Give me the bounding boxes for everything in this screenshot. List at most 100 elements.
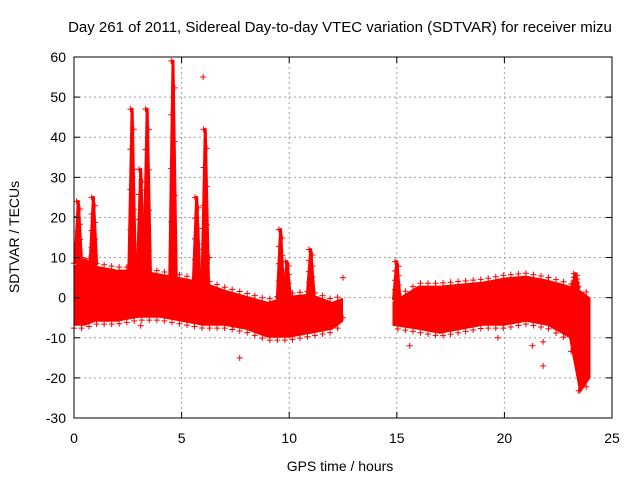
data-point [574,272,581,279]
data-point [168,273,175,280]
data-point [312,332,319,339]
x-tick-label: 0 [70,430,78,446]
data-point [309,285,316,292]
data-point [392,296,399,303]
data-point [130,166,137,173]
data-point [485,275,492,282]
data-point [570,270,577,277]
data-point [583,383,590,390]
data-point [392,277,399,284]
y-tick-label: 20 [50,209,66,225]
data-point [285,271,292,278]
data-point [462,328,469,335]
data-point [236,327,243,334]
data-point [500,272,507,279]
data-point [77,236,84,243]
data-point [195,267,202,274]
data-point [127,146,134,153]
data-point [275,243,282,250]
data-point [537,273,544,280]
data-point [455,329,462,336]
data-point [244,290,251,297]
data-point [214,281,221,288]
data-point [116,264,123,271]
data-point [123,319,130,326]
data-point [540,338,547,345]
x-tick-label: 5 [178,430,186,446]
data-point [530,322,537,329]
data-point [236,354,243,361]
data-point [206,254,213,261]
data-point [88,260,95,267]
data-point [86,323,93,330]
data-point [108,321,115,328]
y-tick-label: -20 [46,370,66,386]
data-point [200,74,207,81]
data-point [340,314,346,321]
data-point [395,272,402,279]
data-point [88,244,95,251]
data-point [575,387,582,394]
chart-title: Day 261 of 2011, Sidereal Day-to-day VTE… [68,19,612,36]
data-point [142,106,149,113]
x-axis-label: GPS time / hours [287,458,394,474]
data-point [135,166,142,173]
data-point [73,228,80,235]
data-point [203,221,210,228]
data-point [327,329,334,336]
x-tick-label: 10 [281,430,297,446]
data-point [73,213,80,220]
data-point [73,244,80,251]
data-point [236,288,243,295]
data-point [171,246,178,253]
data-point [477,276,484,283]
data-band-segment [392,275,591,394]
data-point [417,280,424,287]
data-point [203,183,210,190]
data-point [447,279,454,286]
plot-frame [73,56,613,419]
data-point [296,335,303,342]
y-tick-label: 60 [50,49,66,65]
data-point [275,260,282,267]
data-point [545,274,552,281]
data-point [200,202,207,209]
data-point [275,295,282,302]
data-point [334,294,341,301]
x-tick-label: 15 [389,430,405,446]
data-point [73,198,80,205]
data-point [153,317,160,324]
data-point [409,283,416,290]
data-point [168,219,175,226]
data-point [135,241,142,248]
data-point [282,267,289,274]
data-point [522,321,529,328]
data-point [409,328,416,335]
data-point [553,329,560,336]
data-point [183,273,190,280]
data-point [305,268,312,275]
data-point [142,227,149,234]
data-point [319,292,326,299]
data-point [191,277,198,284]
data-point [545,325,552,332]
data-point [93,321,100,328]
data-point [116,320,123,327]
data-point [135,216,142,223]
data-point [145,247,152,254]
data-point [440,332,447,339]
data-point [195,246,202,253]
y-axis-label: SDTVAR / TECUs [6,181,22,293]
data-point [168,111,175,118]
data-point [507,323,514,330]
data-point [171,138,178,145]
data-point [485,325,492,332]
data-point [251,292,258,299]
data-point [282,258,289,265]
data-point [282,293,289,300]
data-point [108,263,115,270]
data-point [206,325,213,332]
data-point [191,215,198,222]
data-point [305,279,312,286]
data-point [275,226,282,233]
